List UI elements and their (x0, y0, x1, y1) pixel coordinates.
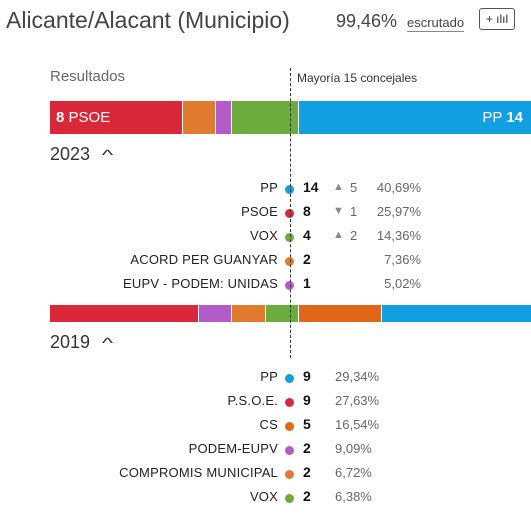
triangle-down-icon: ▼ (333, 205, 344, 217)
seat-segment (298, 101, 531, 134)
seat-bar-2019 (50, 305, 531, 322)
triangle-up-icon: ▲ (333, 181, 344, 193)
year-label: 2023 (50, 144, 91, 164)
party-color-dot (285, 422, 294, 431)
seat-segment (215, 101, 233, 134)
result-row: VOX 4 ▲ 2 14,36% (0, 224, 531, 248)
result-row: PSOE 8 ▼ 1 25,97% (0, 200, 531, 224)
party-color-dot (285, 398, 294, 407)
party-name: CS (259, 417, 278, 432)
party-name: PP (260, 180, 278, 195)
seat-change: 1 (350, 204, 358, 219)
vote-percent: 14,36% (376, 228, 421, 243)
seat-count: 2 (303, 488, 311, 504)
results-label: Resultados (50, 68, 126, 85)
result-row: VOX 2 6,38% (0, 485, 531, 509)
seat-segment (381, 305, 531, 322)
party-name: VOX (249, 489, 278, 504)
result-row: CS 5 16,54% (0, 413, 531, 437)
seat-count: 9 (303, 368, 311, 384)
chevron-up-icon: ^ (101, 335, 114, 352)
vote-percent: 9,09% (335, 441, 372, 456)
party-name: ACORD PER GUANYAR (130, 252, 278, 267)
seat-count: 14 (303, 179, 319, 195)
page-title: Alicante/Alacant (Municipio) (6, 7, 290, 33)
seat-segment (50, 101, 183, 134)
year-label: 2019 (50, 332, 91, 352)
party-color-dot (285, 494, 294, 503)
result-row: EUPV - PODEM: UNIDAS 1 5,02% (0, 272, 531, 296)
party-name: PSOE (241, 204, 278, 219)
results-header: Alicante/Alacant (Municipio) 99,46% escr… (0, 0, 531, 40)
result-row: PP 9 29,34% (0, 365, 531, 389)
chart-toggle-button[interactable]: + ılıl (479, 8, 515, 30)
party-color-dot (285, 233, 294, 242)
seat-segment (199, 305, 233, 322)
majority-line (290, 68, 291, 358)
vote-percent: 40,69% (376, 180, 421, 195)
bar-chart-icon: + ılıl (485, 12, 509, 26)
seat-segment (50, 305, 200, 322)
result-row: PP 14 ▲ 5 40,69% (0, 176, 531, 200)
bar-left-seats: 8 (56, 109, 65, 126)
triangle-up-icon: ▲ (333, 229, 344, 241)
scrutiny-percent: 99,46% (336, 11, 398, 31)
party-color-dot (285, 209, 294, 218)
seat-segment (298, 305, 382, 322)
party-name: PP (260, 369, 278, 384)
party-name: VOX (249, 228, 278, 243)
seat-segment (232, 305, 266, 322)
vote-percent: 27,63% (335, 393, 380, 408)
seat-count: 9 (303, 392, 311, 408)
party-name: P.S.O.E. (227, 393, 278, 408)
majority-label: Mayoría 15 concejales (297, 71, 418, 85)
bar-label-right: PP 14 (482, 101, 523, 134)
seat-count: 2 (303, 440, 311, 456)
seat-count: 1 (303, 275, 311, 291)
party-color-dot (285, 374, 294, 383)
party-name: COMPROMIS MUNICIPAL (119, 465, 278, 480)
party-name: PODEM-EUPV (188, 441, 278, 456)
seat-bar-2023 (50, 101, 531, 134)
year-toggle-2023[interactable]: 2023 ^ (50, 144, 114, 165)
seat-count: 2 (303, 464, 311, 480)
result-row: P.S.O.E. 9 27,63% (0, 389, 531, 413)
seat-change: 5 (350, 180, 358, 195)
result-row: COMPROMIS MUNICIPAL 2 6,72% (0, 461, 531, 485)
vote-percent: 6,38% (335, 489, 372, 504)
seat-change: 2 (350, 228, 358, 243)
scrutiny-label: escrutado (407, 15, 465, 32)
bar-label-left: 8 PSOE (56, 101, 110, 134)
seat-count: 2 (303, 251, 311, 267)
vote-percent: 25,97% (376, 204, 421, 219)
party-color-dot (285, 281, 294, 290)
result-row: ACORD PER GUANYAR 2 7,36% (0, 248, 531, 272)
vote-percent: 29,34% (335, 369, 380, 384)
year-toggle-2019[interactable]: 2019 ^ (50, 332, 114, 353)
seat-count: 8 (303, 203, 311, 219)
vote-percent: 7,36% (384, 252, 421, 267)
party-color-dot (285, 185, 294, 194)
seat-segment (232, 101, 299, 134)
result-row: PODEM-EUPV 2 9,09% (0, 437, 531, 461)
chevron-up-icon: ^ (101, 147, 114, 164)
seat-segment (265, 305, 299, 322)
seat-count: 4 (303, 227, 311, 243)
bar-right-party: PP (482, 109, 503, 126)
vote-percent: 5,02% (384, 276, 421, 291)
seat-segment (182, 101, 216, 134)
party-color-dot (285, 470, 294, 479)
party-color-dot (285, 446, 294, 455)
seat-count: 5 (303, 416, 311, 432)
party-name: EUPV - PODEM: UNIDAS (123, 276, 278, 291)
bar-left-party: PSOE (68, 109, 111, 126)
vote-percent: 6,72% (335, 465, 372, 480)
bar-right-seats: 14 (506, 109, 523, 126)
party-color-dot (285, 257, 294, 266)
vote-percent: 16,54% (335, 417, 380, 432)
